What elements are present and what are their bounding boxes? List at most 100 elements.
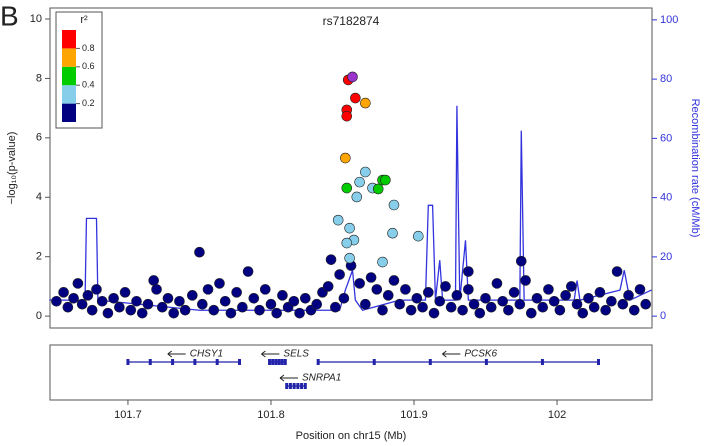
snp-point bbox=[341, 182, 353, 194]
snp-point bbox=[377, 304, 388, 316]
snp-point bbox=[463, 266, 474, 277]
snp-point bbox=[72, 278, 84, 289]
snp-point bbox=[474, 307, 486, 319]
snp-point bbox=[560, 290, 571, 301]
snp-point bbox=[515, 255, 527, 267]
y-tick-label: 10 bbox=[30, 13, 42, 25]
snp-point bbox=[543, 284, 554, 295]
snp-point bbox=[537, 301, 549, 313]
snp-point bbox=[388, 199, 400, 211]
snp-point bbox=[300, 292, 311, 304]
snp-point bbox=[119, 287, 131, 298]
snp-point bbox=[231, 287, 242, 298]
exon bbox=[126, 359, 130, 365]
y-tick-label: 4 bbox=[36, 191, 42, 203]
x-tick-label: 101.8 bbox=[257, 409, 285, 421]
snp-point bbox=[62, 301, 74, 313]
exon bbox=[193, 359, 197, 365]
snp-point bbox=[322, 281, 334, 292]
snp-point bbox=[288, 295, 300, 307]
legend-swatch bbox=[62, 48, 76, 67]
snp-point bbox=[187, 290, 198, 301]
gene-label: PCSK6 bbox=[464, 349, 497, 360]
snp-point bbox=[125, 304, 137, 316]
gene-frame bbox=[49, 344, 653, 401]
exon bbox=[280, 359, 284, 365]
snp-point bbox=[377, 256, 388, 268]
snp-point bbox=[151, 284, 162, 295]
snp-point bbox=[440, 281, 451, 292]
snp-point bbox=[606, 295, 617, 307]
y2-tick-label: 60 bbox=[660, 132, 672, 144]
snp-point bbox=[237, 301, 248, 313]
exon bbox=[285, 383, 289, 389]
y-axis-label: −log₁₀(p-value) bbox=[6, 132, 18, 205]
legend-title: r² bbox=[80, 14, 88, 26]
y-tick-label: 6 bbox=[36, 132, 42, 144]
snp-point bbox=[82, 290, 94, 301]
snp-point bbox=[405, 304, 417, 316]
snp-point bbox=[108, 292, 119, 304]
snp-point bbox=[68, 292, 79, 304]
snp-point bbox=[548, 295, 560, 307]
snp-point bbox=[623, 290, 634, 301]
snp-point bbox=[294, 307, 305, 319]
exon bbox=[277, 359, 281, 365]
gene-arrow bbox=[167, 350, 186, 358]
snp-point bbox=[457, 304, 468, 316]
snp-point bbox=[372, 183, 384, 195]
snp-point bbox=[463, 284, 474, 295]
exon bbox=[316, 359, 320, 365]
snp-point bbox=[96, 295, 108, 307]
snp-point bbox=[202, 284, 214, 295]
snp-point bbox=[571, 298, 583, 310]
snp-point bbox=[91, 284, 102, 295]
snp-point bbox=[330, 301, 341, 313]
exon bbox=[484, 359, 488, 365]
snp-point bbox=[341, 237, 353, 249]
snp-point bbox=[387, 227, 398, 239]
snp-point bbox=[394, 298, 406, 310]
snp-point bbox=[382, 290, 394, 301]
x-tick-label: 101.9 bbox=[400, 409, 428, 421]
legend-swatch bbox=[62, 103, 76, 122]
snp-point bbox=[332, 214, 344, 226]
snp-point bbox=[503, 304, 514, 316]
y-tick-label: 2 bbox=[36, 251, 42, 263]
exon bbox=[274, 359, 278, 365]
exon bbox=[215, 359, 219, 365]
snp-point bbox=[341, 110, 353, 122]
snp-point bbox=[617, 298, 629, 310]
snp-point bbox=[277, 290, 288, 301]
exon bbox=[268, 359, 272, 365]
snp-point bbox=[347, 71, 358, 83]
snp-point bbox=[468, 298, 480, 310]
y2-tick-label: 20 bbox=[660, 251, 672, 263]
snp-point bbox=[445, 301, 457, 313]
exon bbox=[283, 359, 287, 365]
snp-point bbox=[351, 191, 363, 203]
gene-arrow bbox=[279, 374, 299, 382]
y2-tick-label: 40 bbox=[660, 192, 672, 204]
exon bbox=[292, 383, 296, 389]
gene-label: SELS bbox=[283, 349, 309, 360]
y-tick-label: 8 bbox=[36, 72, 42, 84]
snp-point bbox=[344, 222, 355, 234]
snp-point bbox=[208, 304, 220, 316]
snp-point bbox=[451, 290, 463, 301]
gene-label: SNRPA1 bbox=[302, 373, 341, 384]
snp-point bbox=[156, 301, 168, 313]
snp-point bbox=[371, 284, 383, 295]
snp-point bbox=[334, 269, 345, 280]
snp-point bbox=[525, 307, 537, 319]
legend-swatch bbox=[62, 85, 76, 104]
snp-point bbox=[142, 298, 154, 310]
snp-point bbox=[174, 295, 185, 307]
snp-point bbox=[86, 304, 98, 316]
snp-point bbox=[491, 278, 503, 289]
gene-label: CHSY1 bbox=[190, 349, 223, 360]
snp-point bbox=[225, 307, 237, 319]
snp-point bbox=[400, 284, 411, 295]
exon bbox=[288, 383, 292, 389]
